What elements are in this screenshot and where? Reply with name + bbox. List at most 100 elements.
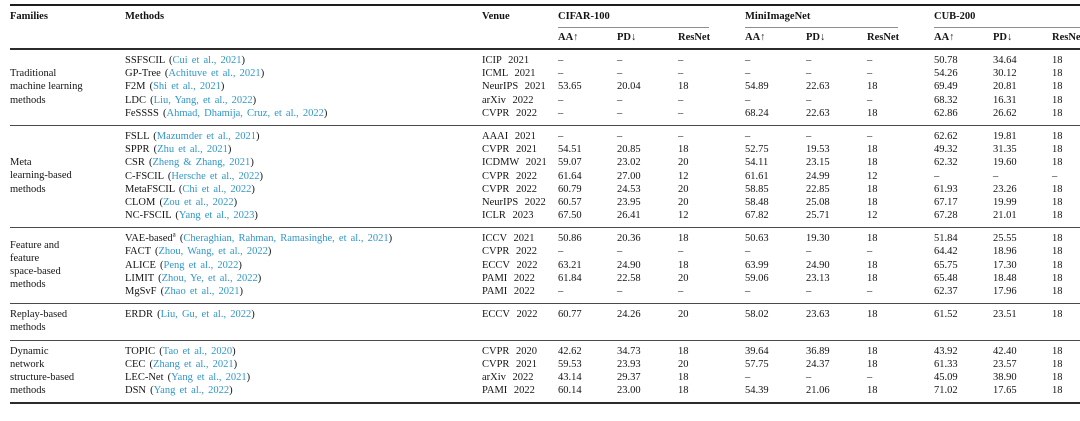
method-name: LEC-Net	[125, 371, 164, 383]
venue-cell: ECCV 2022	[482, 259, 538, 271]
metric-value: –	[806, 55, 812, 66]
metric-value: 19.81	[993, 130, 1017, 142]
metric-value: 54.51	[558, 144, 582, 156]
citation-link[interactable]: Chi et al., 2022	[182, 183, 252, 195]
family-label-line: methods	[10, 322, 46, 334]
subcol-header-aa: AA↑	[745, 32, 766, 43]
family-label: Meta learning-based methods	[10, 130, 125, 222]
metric-value: –	[558, 94, 564, 106]
table-row: LDC (Liu, Yang, et al., 2022) arXiv 2022 –…	[125, 94, 1080, 107]
method-cell: LEC-Net (Yang et al., 2021)	[125, 371, 251, 383]
citation-link[interactable]: Hersche et al., 2022	[171, 170, 260, 182]
venue-cell: ICLR 2023	[482, 210, 534, 222]
citation-link[interactable]: Liu, Gu, et al., 2022	[160, 309, 252, 321]
metric-value: 20.81	[993, 81, 1017, 93]
metric-value: –	[617, 286, 623, 297]
metric-value: 23.63	[806, 309, 830, 321]
metric-value: 19.53	[806, 144, 830, 156]
citation-link[interactable]: Achituve et al., 2021	[168, 68, 261, 80]
table-row: C-FSCIL (Hersche et al., 2022) CVPR 2022 6…	[125, 170, 1080, 183]
metric-value: –	[617, 107, 623, 119]
metric-value: 18	[1052, 286, 1063, 297]
metric-value: 18	[867, 107, 878, 119]
citation-link[interactable]: Zhang et al., 2021	[153, 358, 234, 370]
metric-value: 18	[867, 358, 878, 370]
citation-link[interactable]: Yang et al., 2022	[153, 385, 230, 397]
table-top-rule	[10, 4, 1080, 6]
metric-value: –	[806, 286, 812, 297]
metric-value: –	[806, 94, 812, 106]
method-cell: FSLL (Mazumder et al., 2021)	[125, 130, 260, 142]
citation-link[interactable]: Zou et al., 2022	[162, 196, 234, 208]
metric-value: 42.62	[558, 345, 582, 357]
method-cell: SPPR (Zhu et al., 2021)	[125, 144, 232, 156]
subcol-header-resnet: ResNet	[867, 32, 900, 43]
table-row: DSN (Yang et al., 2022) PAMI 2022 60.14 23.…	[125, 384, 1080, 397]
family-label-line: methods	[10, 279, 46, 291]
metric-value: –	[678, 94, 684, 106]
table-body: Traditional machine learning methods SSFSCI…	[10, 50, 1080, 402]
metric-value: 69.49	[934, 81, 958, 93]
metric-value: 62.86	[934, 107, 958, 119]
metric-value: 24.26	[617, 309, 641, 321]
method-name: DSN	[125, 385, 147, 397]
citation-link[interactable]: Cheraghian, Rahman, Ramasinghe, et al., …	[183, 233, 389, 245]
metric-value: 18	[1052, 68, 1063, 80]
metric-value: 54.11	[745, 157, 769, 169]
metric-value: 12	[867, 170, 878, 182]
citation-link[interactable]: Zhu et al., 2021	[157, 144, 228, 156]
citation-link[interactable]: Yang et al., 2023	[178, 210, 255, 222]
metric-value: 21.06	[806, 385, 830, 397]
metric-value: 18	[1052, 55, 1063, 66]
metric-value: –	[934, 170, 940, 182]
venue-cell: ICDMW 2021	[482, 157, 547, 169]
metric-value: 20.85	[617, 144, 641, 156]
venue-cell: NeurIPS 2021	[482, 81, 546, 93]
citation-link[interactable]: Tao et al., 2020	[162, 345, 233, 357]
metric-value: 61.52	[934, 309, 958, 321]
citation-link[interactable]: Shi et al., 2021	[153, 81, 221, 93]
citation-link[interactable]: Liu, Yang, et al., 2022	[153, 94, 253, 106]
citation-link[interactable]: Zhou, Wang, et al., 2022	[158, 246, 268, 258]
subcol-header-aa: AA↑	[934, 32, 955, 43]
citation-link[interactable]: Mazumder et al., 2021	[156, 130, 257, 142]
venue-cell: CVPR 2022	[482, 107, 538, 119]
citation-link[interactable]: Ahmad, Dhamija, Cruz, et al., 2022	[166, 107, 324, 119]
metric-value: 52.75	[745, 144, 769, 156]
metric-value: 20	[678, 196, 689, 208]
method-cell: FeSSSS (Ahmad, Dhamija, Cruz, et al., 20…	[125, 107, 328, 119]
venue-cell: arXiv 2022	[482, 371, 534, 383]
method-name: CLOM	[125, 196, 156, 208]
subcol-header-aa: AA↑	[558, 32, 579, 43]
method-name: VAE-based	[125, 233, 173, 245]
dataset-header-rule	[745, 27, 898, 28]
metric-value: –	[745, 371, 751, 383]
metric-value: 17.65	[993, 385, 1017, 397]
table-row: FSLL (Mazumder et al., 2021) AAAI 2021 – – –…	[125, 130, 1080, 143]
citation-link[interactable]: Zhao et al., 2021	[164, 286, 240, 297]
metric-value: –	[867, 371, 873, 383]
metric-value: 19.30	[806, 233, 830, 245]
metric-value: 50.63	[745, 233, 769, 245]
metric-value: 43.14	[558, 371, 582, 383]
table-row: CSR (Zheng & Zhang, 2021) ICDMW 2021 59.07…	[125, 156, 1080, 169]
citation-link[interactable]: Yang et al., 2021	[171, 371, 247, 383]
metric-value: 23.51	[993, 309, 1017, 321]
method-cell: F2M (Shi et al., 2021)	[125, 81, 225, 93]
citation-link[interactable]: Cui et al., 2021	[172, 55, 242, 66]
metric-value: –	[745, 55, 751, 66]
venue-cell: PAMI 2022	[482, 272, 535, 284]
citation-link[interactable]: Zheng & Zhang, 2021	[152, 157, 251, 169]
metric-value: 22.58	[617, 272, 641, 284]
citation-link[interactable]: Zhou, Ye, et al., 2022	[161, 272, 258, 284]
method-name: F2M	[125, 81, 146, 93]
family-label-line: Feature and	[10, 239, 60, 251]
method-family-group: Replay-based methods ERDR (Liu, Gu, et al.…	[10, 303, 1080, 339]
citation-link[interactable]: Peng et al., 2022	[163, 259, 239, 271]
metric-value: 18	[1052, 183, 1063, 195]
method-name: SSFSCIL	[125, 55, 165, 66]
family-label-line: machine learning	[10, 81, 83, 93]
metric-value: –	[867, 94, 873, 106]
metric-value: –	[617, 68, 623, 80]
family-label-line: learning-based	[10, 170, 72, 182]
